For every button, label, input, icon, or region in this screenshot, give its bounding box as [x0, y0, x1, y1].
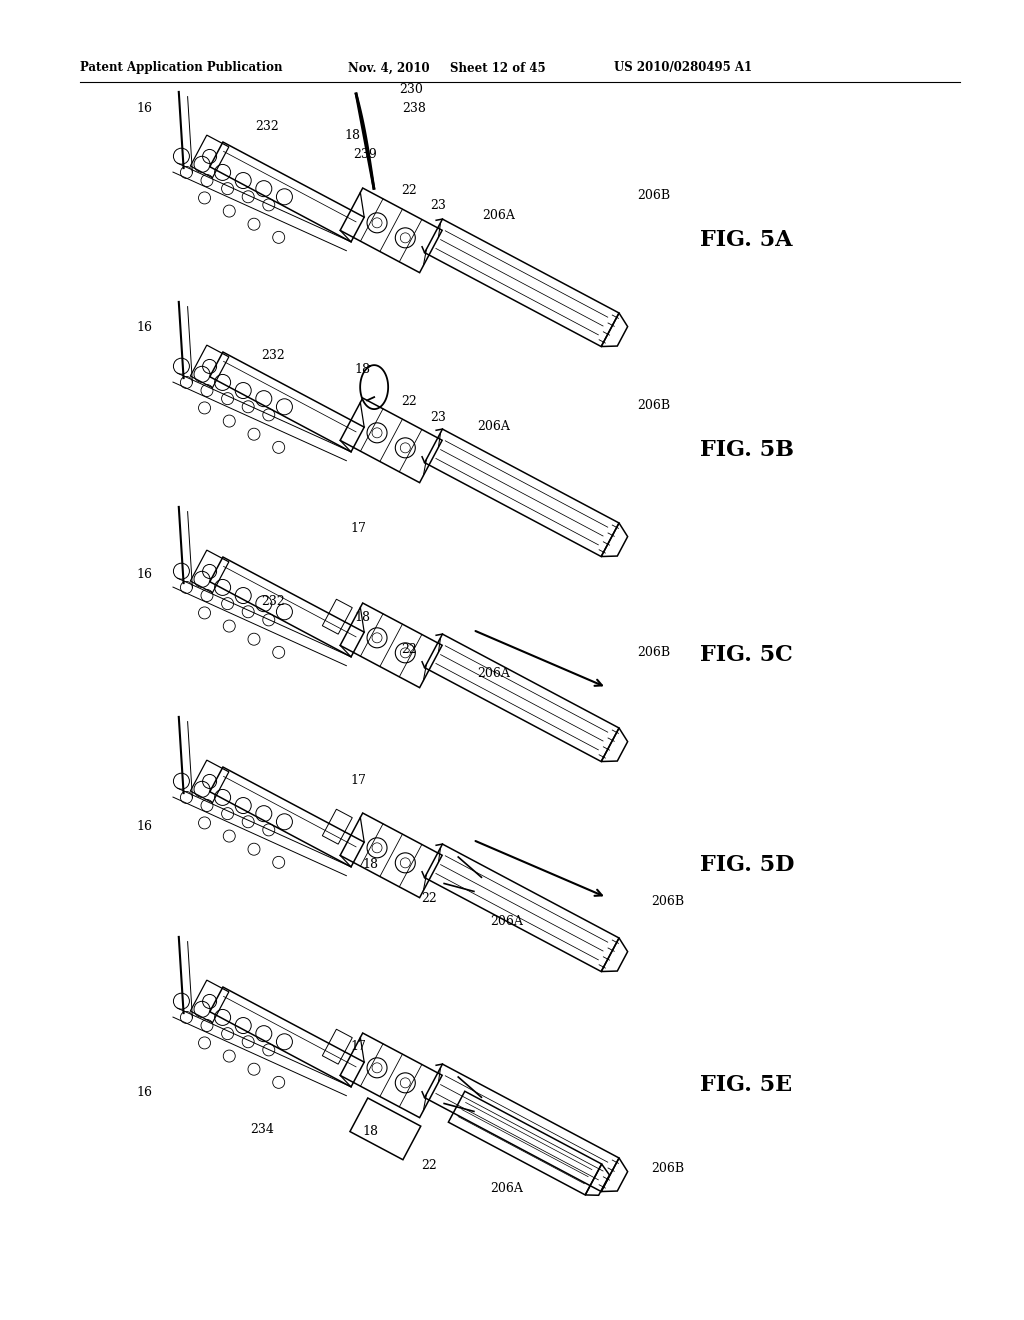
Text: 22: 22 [401, 183, 417, 197]
Text: 16: 16 [136, 1086, 153, 1100]
Text: 16: 16 [136, 820, 153, 833]
Text: 22: 22 [401, 643, 417, 656]
Text: 18: 18 [362, 858, 379, 871]
Text: FIG. 5C: FIG. 5C [700, 644, 793, 667]
Text: 16: 16 [136, 102, 153, 115]
Text: 22: 22 [422, 1159, 437, 1172]
Text: FIG. 5D: FIG. 5D [700, 854, 795, 876]
Text: Sheet 12 of 45: Sheet 12 of 45 [450, 62, 546, 74]
Text: 232: 232 [261, 595, 285, 609]
Text: 18: 18 [354, 611, 371, 624]
Text: 17: 17 [350, 1040, 367, 1053]
Text: 206A: 206A [490, 1181, 523, 1195]
Text: 206B: 206B [637, 399, 670, 412]
Text: 23: 23 [430, 199, 446, 213]
Text: 23: 23 [430, 411, 446, 424]
Text: 206A: 206A [477, 667, 510, 680]
Text: 232: 232 [255, 120, 279, 133]
Text: 17: 17 [350, 774, 367, 787]
Text: 16: 16 [136, 321, 153, 334]
Text: 206B: 206B [637, 189, 670, 202]
Text: US 2010/0280495 A1: US 2010/0280495 A1 [614, 62, 752, 74]
Text: 206B: 206B [651, 1162, 684, 1175]
Text: 18: 18 [362, 1125, 379, 1138]
Text: 206A: 206A [490, 915, 523, 928]
Text: FIG. 5B: FIG. 5B [700, 440, 794, 461]
Text: Patent Application Publication: Patent Application Publication [80, 62, 283, 74]
Text: 230: 230 [399, 83, 423, 96]
Text: 206B: 206B [651, 895, 684, 908]
Text: 22: 22 [401, 395, 417, 408]
Text: 206A: 206A [477, 420, 510, 433]
Text: Nov. 4, 2010: Nov. 4, 2010 [348, 62, 430, 74]
Text: FIG. 5E: FIG. 5E [700, 1074, 793, 1096]
Text: 238: 238 [402, 102, 426, 115]
Text: 16: 16 [136, 568, 153, 581]
Text: 206A: 206A [482, 209, 515, 222]
Text: 18: 18 [354, 363, 371, 376]
Text: 18: 18 [344, 129, 360, 143]
Text: 17: 17 [350, 521, 367, 535]
Text: 239: 239 [353, 148, 377, 161]
Text: 22: 22 [422, 892, 437, 906]
Text: 234: 234 [251, 1123, 274, 1137]
Text: 206B: 206B [637, 645, 670, 659]
Text: 232: 232 [261, 348, 285, 362]
Text: FIG. 5A: FIG. 5A [700, 228, 793, 251]
